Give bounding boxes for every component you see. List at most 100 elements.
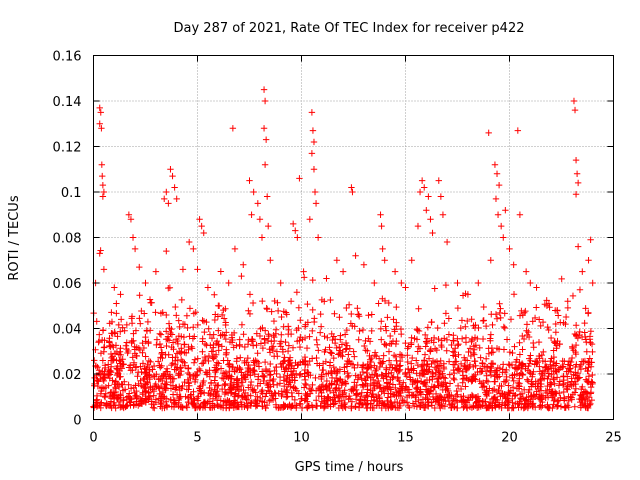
- data-point: [425, 193, 432, 200]
- baseline-point: [212, 381, 220, 389]
- baseline-point: [482, 355, 490, 362]
- baseline-point: [550, 401, 557, 408]
- baseline-point: [489, 361, 497, 368]
- baseline-point: [382, 385, 389, 392]
- baseline-point: [263, 305, 271, 313]
- baseline-point: [173, 384, 180, 391]
- data-point: [554, 307, 561, 314]
- baseline-point: [345, 301, 353, 308]
- baseline-point: [205, 352, 213, 360]
- baseline-point: [355, 336, 362, 343]
- data-point: [117, 291, 124, 298]
- data-point: [485, 129, 492, 137]
- baseline-point: [568, 354, 576, 362]
- baseline-point: [450, 375, 457, 382]
- baseline-point: [362, 377, 369, 384]
- baseline-point: [349, 361, 357, 368]
- baseline-point: [571, 403, 578, 410]
- baseline-point: [505, 388, 512, 396]
- baseline-point: [156, 330, 163, 337]
- baseline-point: [367, 358, 375, 366]
- baseline-point: [414, 361, 422, 369]
- baseline-point: [420, 379, 428, 387]
- baseline-point: [218, 385, 226, 393]
- baseline-point: [508, 404, 516, 412]
- baseline-point: [428, 319, 435, 326]
- baseline-point: [321, 402, 328, 410]
- data-point: [99, 172, 106, 180]
- baseline-point: [365, 312, 372, 319]
- baseline-point: [287, 362, 295, 369]
- baseline-point: [454, 404, 461, 412]
- baseline-point: [104, 371, 112, 378]
- baseline-point: [358, 389, 365, 396]
- baseline-point: [436, 401, 443, 408]
- baseline-point: [450, 332, 457, 339]
- baseline-point: [586, 333, 594, 340]
- baseline-point: [371, 351, 379, 359]
- baseline-point: [384, 314, 391, 321]
- baseline-point: [199, 381, 206, 389]
- x-tick-label: 15: [397, 431, 414, 446]
- baseline-point: [201, 389, 208, 396]
- baseline-point: [214, 382, 221, 389]
- data-point: [97, 109, 104, 116]
- data-point: [491, 161, 499, 168]
- baseline-point: [355, 399, 363, 407]
- baseline-point: [308, 355, 316, 362]
- baseline-point: [589, 348, 596, 356]
- baseline-point: [313, 341, 321, 348]
- baseline-point: [209, 348, 217, 355]
- baseline-point: [116, 398, 124, 406]
- baseline-point: [336, 350, 343, 357]
- data-point: [163, 247, 170, 255]
- baseline-point: [537, 322, 544, 330]
- data-point: [377, 211, 384, 218]
- data-point: [96, 104, 103, 112]
- baseline-point: [342, 379, 350, 387]
- baseline-point: [317, 323, 325, 330]
- baseline-point: [533, 304, 540, 311]
- data-point: [129, 234, 137, 241]
- baseline-point: [254, 349, 261, 357]
- baseline-point: [203, 318, 210, 326]
- baseline-point: [536, 394, 544, 401]
- baseline-point: [420, 370, 427, 377]
- baseline-point: [108, 342, 116, 349]
- baseline-point: [513, 365, 521, 372]
- baseline-point: [340, 393, 348, 401]
- baseline-point: [548, 355, 555, 362]
- baseline-point: [315, 392, 323, 400]
- baseline-point: [309, 327, 316, 335]
- baseline-point: [114, 369, 122, 377]
- baseline-point: [157, 310, 165, 317]
- data-point: [310, 138, 318, 146]
- baseline-point: [125, 381, 132, 388]
- baseline-point: [282, 338, 289, 346]
- baseline-point: [313, 354, 320, 362]
- y-tick-label: 0.04: [53, 323, 82, 338]
- baseline-point: [238, 401, 245, 408]
- baseline-point: [217, 365, 225, 372]
- baseline-point: [190, 324, 197, 331]
- baseline-point: [492, 311, 500, 318]
- baseline-point: [573, 332, 580, 340]
- baseline-point: [312, 402, 320, 410]
- baseline-point: [395, 377, 403, 384]
- baseline-point: [344, 373, 351, 381]
- baseline-point: [523, 394, 530, 401]
- baseline-point: [106, 339, 113, 346]
- baseline-point: [450, 361, 457, 368]
- baseline-point: [435, 335, 442, 343]
- baseline-point: [457, 385, 465, 393]
- baseline-point: [243, 359, 250, 366]
- baseline-point: [309, 381, 316, 389]
- baseline-point: [168, 331, 176, 338]
- baseline-point: [275, 404, 283, 411]
- baseline-point: [544, 382, 551, 390]
- baseline-point: [557, 364, 564, 371]
- baseline-point: [121, 386, 129, 393]
- baseline-point: [192, 404, 199, 412]
- baseline-point: [574, 369, 582, 377]
- baseline-point: [204, 400, 211, 407]
